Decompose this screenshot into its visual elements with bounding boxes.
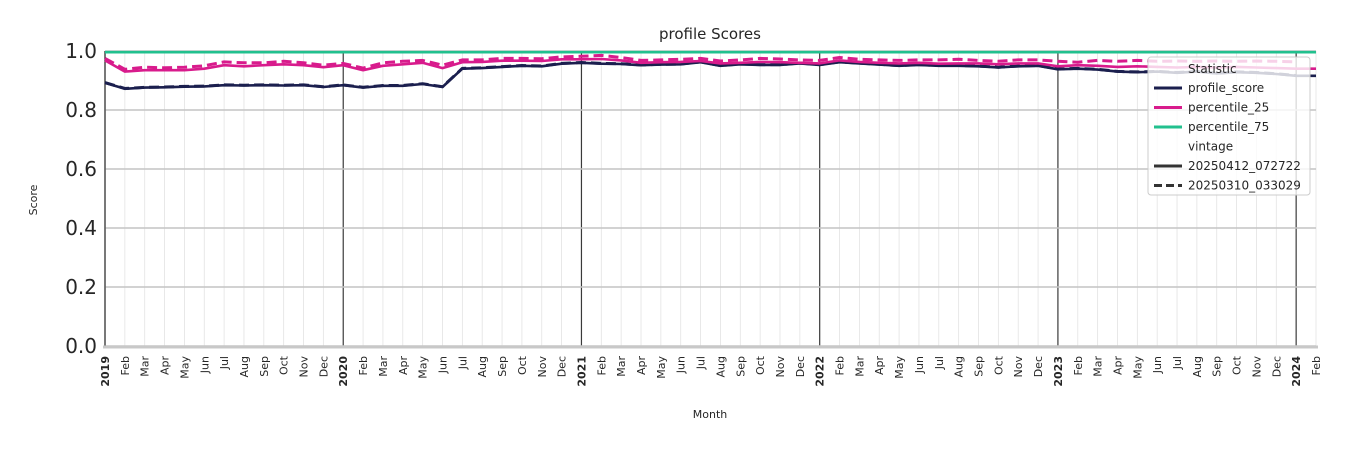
legend-title-statistic: Statistic (1188, 62, 1237, 76)
x-tick-label: Feb (357, 356, 370, 375)
x-tick-label: Apr (1111, 356, 1124, 376)
x-tick-label: Oct (992, 355, 1005, 375)
x-tick-label: Aug (476, 356, 489, 377)
x-tick-label: Dec (556, 356, 569, 377)
x-tick-label: Nov (1012, 356, 1025, 378)
x-tick-label: Mar (139, 356, 152, 377)
x-tick-label: May (178, 356, 191, 379)
legend-title-vintage: vintage (1188, 140, 1233, 154)
x-tick-label: Jun (1151, 356, 1164, 374)
x-tick-label: Jun (675, 356, 688, 374)
x-tick-label: Oct (516, 355, 529, 375)
x-tick-label: Sep (734, 356, 747, 377)
y-tick-label: 0.6 (65, 157, 97, 181)
x-tick-label: Aug (714, 356, 727, 377)
legend-entry-20250310_033029: 20250310_033029 (1188, 179, 1301, 193)
x-tick-label: Jul (456, 356, 469, 370)
series-percentile_25-dashed (104, 53, 1297, 71)
x-tick-label: Nov (536, 356, 549, 378)
x-tick-label: Jul (933, 356, 946, 370)
x-tick-label: 2023 (1052, 356, 1065, 387)
y-tick-label: 0.4 (65, 216, 97, 240)
legend-box (1147, 56, 1311, 196)
x-tick-label: Jun (913, 356, 926, 374)
x-tick-label: 2020 (337, 356, 350, 387)
x-tick-label: Aug (953, 356, 966, 377)
x-tick-label: Oct (754, 355, 767, 375)
x-tick-label: Sep (258, 356, 271, 377)
x-tick-label: Oct (278, 355, 291, 375)
y-tick-label: 0.0 (65, 334, 97, 358)
plot-area: 0.0 0.2 0.4 0.6 0.8 1.0 2019 Feb Mar Apr May Jun Jul… (65, 39, 1323, 387)
x-tick-label: Dec (794, 356, 807, 377)
x-tick-label: May (417, 356, 430, 379)
series-percentile_25-solid (104, 57, 1316, 73)
y-tick-label: 0.2 (65, 275, 97, 299)
x-tick-label: Aug (1191, 356, 1204, 377)
x-tick-label: Mar (853, 356, 866, 377)
x-tick-label: Jul (695, 356, 708, 370)
legend: Statistic profile_score percentile_25perce… (1147, 56, 1311, 196)
x-tick-label: Sep (496, 356, 509, 377)
x-tick-label: 2021 (575, 356, 588, 387)
x-tick-label: Feb (834, 356, 847, 375)
x-tick-label: Apr (873, 356, 886, 376)
x-tick-label: Jul (1171, 356, 1184, 370)
x-tick-label: Dec (317, 356, 330, 377)
x-tick-label: May (893, 356, 906, 379)
x-tick-label: Apr (159, 356, 172, 376)
y-tick-label: 0.8 (65, 98, 97, 122)
x-tick-label: Sep (973, 356, 986, 377)
legend-entry-percentile_25: percentile_25 (1188, 101, 1269, 115)
legend-entry-percentile_75: percentile_75 (1188, 120, 1269, 134)
x-tick-label: Apr (635, 356, 648, 376)
x-tick-label: Mar (1092, 356, 1105, 377)
x-tick-label: Aug (238, 356, 251, 377)
legend-entry-profile_score: profile_score (1188, 81, 1264, 95)
x-tick-label: Feb (119, 356, 132, 375)
x-tick-label: Mar (377, 356, 390, 377)
x-tick-label: Feb (595, 356, 608, 375)
x-tick-label: Mar (615, 356, 628, 377)
x-tick-label: Feb (1072, 356, 1085, 375)
x-tick-label: Apr (397, 356, 410, 376)
x-tick-label: Nov (774, 356, 787, 378)
x-tick-label: Jun (198, 356, 211, 374)
x-tick-label: Nov (1250, 356, 1263, 378)
x-tick-label: 2022 (814, 356, 827, 387)
x-axis-label: Month (693, 408, 728, 421)
x-tick-label: Dec (1270, 356, 1283, 377)
x-tick-label: 2019 (99, 356, 112, 387)
chart-title: profile Scores (659, 25, 761, 43)
x-tick-label: Nov (298, 356, 311, 378)
x-tick-label: May (1131, 356, 1144, 379)
x-tick-label: Jul (218, 356, 231, 370)
x-tick-label: Sep (1211, 356, 1224, 377)
legend-entry-20250412_072722: 20250412_072722 (1188, 159, 1301, 173)
x-tick-label: Jun (436, 356, 449, 374)
y-axis-label: Score (27, 184, 40, 215)
x-tick-label: Dec (1032, 356, 1045, 377)
y-tick-label: 1.0 (65, 39, 97, 63)
x-tick-label: 2024 (1290, 356, 1303, 387)
x-tick-label: Oct (1231, 355, 1244, 375)
x-tick-label: May (655, 356, 668, 379)
x-tick-label: Feb (1310, 356, 1323, 375)
